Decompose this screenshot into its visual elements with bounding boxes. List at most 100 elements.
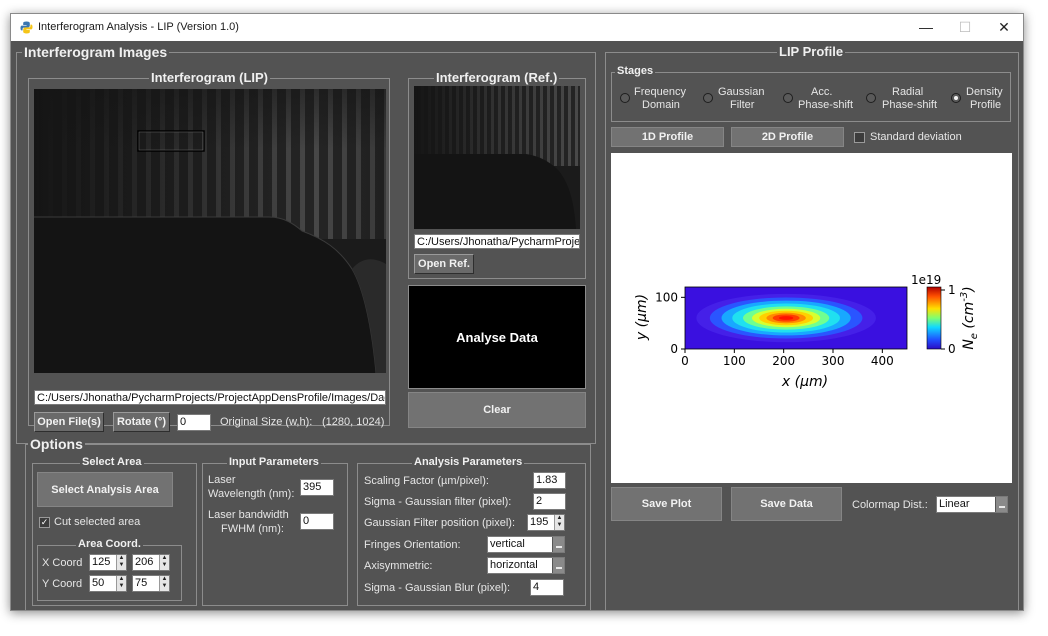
stage-density-label-2: Profile — [970, 99, 1002, 111]
minimize-button[interactable]: — — [919, 19, 933, 35]
fringes-orientation-select[interactable]: vertical — [487, 536, 565, 553]
dropdown-arrow-icon[interactable] — [552, 537, 564, 552]
density-heatmap-chart: 0 100 200 300 400 0 100 0 1 x (µm) y (µm) 1e19 N… — [634, 273, 980, 390]
input-parameters-title: Input Parameters — [227, 456, 321, 468]
sigma-filter-input[interactable]: 2 — [533, 493, 566, 510]
colorbar-tick-label: 0 — [948, 342, 956, 356]
y-axis-label: y (µm) — [634, 294, 650, 341]
window-title: Interferogram Analysis - LIP (Version 1.… — [38, 21, 239, 33]
y-tick-label: 0 — [670, 342, 678, 356]
fwhm-label-line1: Laser bandwidth — [208, 509, 289, 521]
plot-frame — [684, 286, 908, 350]
profile-1d-button[interactable]: 1D Profile — [611, 127, 724, 147]
lip-interferogram-image[interactable] — [34, 89, 386, 373]
x-tick-label: 100 — [723, 354, 746, 368]
gaussian-position-value: 195 — [530, 516, 549, 528]
stages-group — [611, 72, 1011, 122]
rotate-angle-input[interactable]: 0 — [177, 414, 211, 431]
options-title: Options — [28, 436, 85, 452]
lip-file-path[interactable]: C:/Users/Jhonatha/PycharmProjects/Projec… — [34, 390, 386, 405]
cut-area-label: Cut selected area — [54, 516, 141, 528]
stage-gaussian-radio[interactable] — [703, 93, 713, 103]
interferogram-images-title: Interferogram Images — [22, 44, 170, 60]
heatmap-level-9 — [778, 316, 794, 320]
open-ref-button[interactable]: Open Ref. — [414, 254, 474, 274]
y-coord-label: Y Coord — [42, 578, 83, 590]
rotate-button[interactable]: Rotate (°) — [113, 412, 170, 432]
x-coord-label: X Coord — [42, 557, 83, 569]
gaussian-position-spinbox[interactable]: 195 ▲ ▼ — [527, 514, 565, 531]
select-area-title: Select Area — [80, 456, 144, 468]
x-tick-label: 200 — [772, 354, 795, 368]
y1-spinbox[interactable]: 50 ▲ ▼ — [89, 575, 127, 592]
x1-spinbox[interactable]: 125 ▲ ▼ — [89, 554, 127, 571]
open-files-button[interactable]: Open File(s) — [34, 412, 104, 432]
main-content: Interferogram Images Interferogram (LIP) — [11, 41, 1023, 610]
save-plot-button[interactable]: Save Plot — [611, 487, 722, 521]
plot-canvas[interactable]: 0 100 200 300 400 0 100 0 1 x (µm) y (µm) 1e19 N… — [611, 153, 1012, 483]
y2-spinbox[interactable]: 75 ▲ ▼ — [132, 575, 170, 592]
colorbar — [926, 286, 942, 350]
interferogram-images-group — [16, 52, 596, 444]
ref-image-graphic — [414, 86, 580, 229]
x2-value: 206 — [135, 556, 154, 568]
y1-value: 50 — [92, 577, 105, 589]
app-window: Interferogram Analysis - LIP (Version 1.… — [10, 13, 1024, 611]
gaussian-blur-input[interactable]: 4 — [530, 579, 564, 596]
ref-file-path[interactable]: C:/Users/Jhonatha/PycharmProjec — [414, 234, 580, 249]
spin-arrows-icon[interactable]: ▲ ▼ — [159, 576, 169, 591]
ref-interferogram-image[interactable] — [414, 86, 580, 229]
x-tick-label: 0 — [681, 354, 689, 368]
stage-radial-phase-label-2: Phase-shift — [882, 99, 938, 111]
cut-area-checkbox[interactable]: ✓ — [39, 517, 50, 528]
y-tick-label: 100 — [655, 290, 678, 304]
spin-arrows-icon[interactable]: ▲ ▼ — [116, 576, 126, 591]
scaling-factor-input[interactable]: 1.83 — [533, 472, 566, 489]
python-app-icon — [20, 21, 33, 34]
stage-frequency-label-1: Frequency — [634, 86, 686, 98]
lip-profile-title: LIP Profile — [777, 44, 846, 59]
maximize-button: ☐ — [958, 19, 972, 35]
stage-gaussian-label-2: Filter — [730, 99, 755, 111]
spin-arrows-icon[interactable]: ▲ ▼ — [116, 555, 126, 570]
scaling-factor-label: Scaling Factor (µm/pixel): — [364, 475, 489, 487]
original-size-label: Original Size (w,h): — [220, 416, 313, 428]
stage-radial-phase-radio[interactable] — [866, 93, 876, 103]
colormap-dist-select[interactable]: Linear — [936, 496, 1008, 513]
spin-arrows-icon[interactable]: ▲ ▼ — [554, 515, 564, 530]
axisymmetric-label: Axisymmetric: — [364, 560, 433, 572]
fwhm-label-line2: FWHM (nm): — [221, 523, 284, 535]
gaussian-position-label: Gaussian Filter position (pixel): — [364, 517, 516, 529]
stage-radial-phase-label-1: Radial — [892, 86, 924, 98]
analyse-data-button[interactable]: Analyse Data — [408, 285, 586, 389]
axisymmetric-select[interactable]: horizontal — [487, 557, 565, 574]
stage-frequency-radio[interactable] — [620, 93, 630, 103]
clear-button[interactable]: Clear — [408, 392, 586, 428]
stage-acc-phase-radio[interactable] — [783, 93, 793, 103]
spin-arrows-icon[interactable]: ▲ ▼ — [159, 555, 169, 570]
std-deviation-checkbox[interactable] — [854, 132, 865, 143]
fringes-orientation-value: vertical — [490, 538, 525, 550]
original-size-value: (1280, 1024) — [322, 416, 385, 428]
stage-acc-phase-label-1: Acc. — [811, 86, 833, 98]
save-data-button[interactable]: Save Data — [731, 487, 842, 521]
title-bar: Interferogram Analysis - LIP (Version 1.… — [11, 14, 1023, 41]
sigma-filter-label: Sigma - Gaussian filter (pixel): — [364, 496, 512, 508]
dropdown-arrow-icon[interactable] — [552, 558, 564, 573]
colorbar-tick-label: 1 — [948, 283, 956, 297]
x2-spinbox[interactable]: 206 ▲ ▼ — [132, 554, 170, 571]
x-tick-label: 300 — [822, 354, 845, 368]
stage-gaussian-label-1: Gaussian — [718, 86, 765, 98]
wavelength-input[interactable]: 395 — [300, 479, 334, 496]
lip-image-graphic — [34, 89, 386, 373]
select-analysis-area-button[interactable]: Select Analysis Area — [37, 472, 173, 507]
fwhm-input[interactable]: 0 — [300, 513, 334, 530]
x-axis-label: x (µm) — [781, 374, 828, 390]
profile-2d-button[interactable]: 2D Profile — [731, 127, 844, 147]
dropdown-arrow-icon[interactable] — [995, 497, 1007, 512]
stages-title: Stages — [615, 65, 656, 77]
stage-density-radio[interactable] — [951, 93, 961, 103]
gaussian-blur-label: Sigma - Gaussian Blur (pixel): — [364, 582, 511, 594]
axisymmetric-value: horizontal — [490, 559, 538, 571]
close-button[interactable]: ✕ — [998, 19, 1010, 35]
